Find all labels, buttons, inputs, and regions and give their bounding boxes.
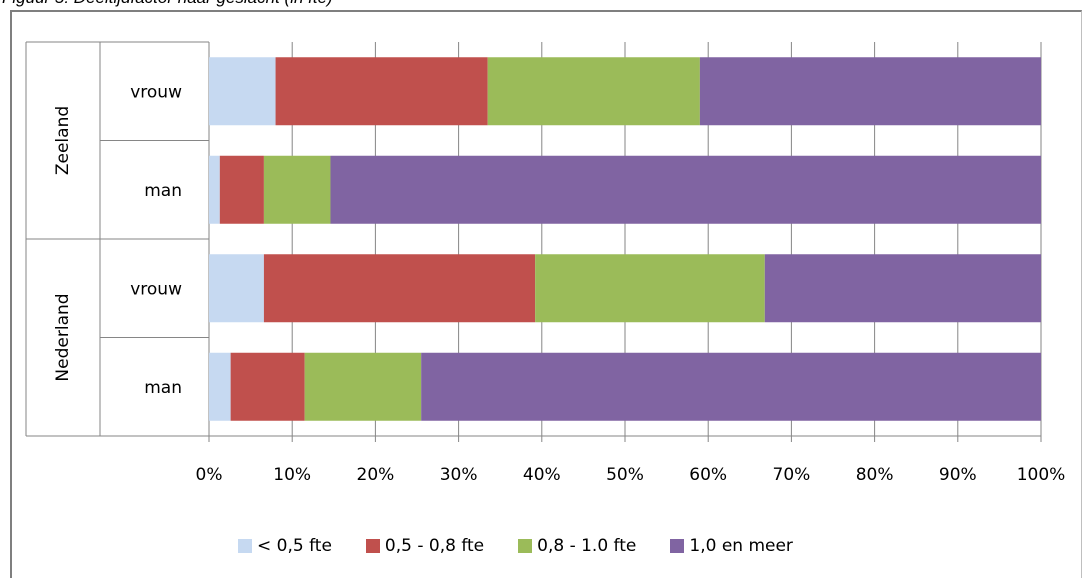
legend-item: 1,0 en meer (670, 536, 793, 556)
bar-segment (263, 254, 536, 323)
bar-segment (209, 57, 276, 126)
legend-swatch (365, 539, 380, 553)
category-label: vrouw (130, 82, 182, 102)
group-label: Nederland (53, 293, 73, 381)
bar-segment (421, 352, 1041, 421)
bar-segment (209, 254, 264, 323)
bar-segment (230, 352, 305, 421)
bar-segment (764, 254, 1041, 323)
legend-swatch (670, 539, 685, 553)
legend-label: 0,8 - 1.0 fte (537, 536, 637, 556)
legend-item: 0,5 - 0,8 fte (365, 536, 485, 556)
bar-segment (209, 155, 220, 224)
legend-swatch (518, 539, 533, 553)
x-tick-label: 0% (196, 465, 223, 485)
bar-segment (209, 352, 231, 421)
legend-item: 0,8 - 1.0 fte (518, 536, 636, 556)
x-tick-label: 20% (357, 465, 395, 485)
legend: < 0,5 fte 0,5 - 0,8 fte 0,8 - 1.0 fte 1,… (238, 536, 793, 556)
bar-segment (535, 254, 765, 323)
x-tick-label: 90% (939, 465, 977, 485)
legend-item: < 0,5 fte (238, 536, 332, 556)
bar-segment (304, 352, 422, 421)
x-tick-label: 40% (523, 465, 561, 485)
group-label: Zeeland (53, 106, 73, 175)
chart-frame (10, 10, 1082, 578)
legend-label: 1,0 en meer (689, 536, 793, 556)
bar-segment (275, 57, 488, 126)
x-tick-label: 10% (273, 465, 311, 485)
bar-segment (330, 155, 1041, 224)
chart-title: Figuur 5: Deeltijdfactor naar geslacht (… (2, 0, 333, 8)
category-label: man (144, 378, 182, 398)
bar-segment (699, 57, 1041, 126)
bar-segment (487, 57, 700, 126)
legend-swatch (238, 539, 252, 553)
category-label: man (144, 181, 182, 201)
x-tick-label: 70% (773, 465, 811, 485)
legend-label: 0,5 - 0,8 fte (384, 536, 485, 556)
legend-label: < 0,5 fte (257, 536, 332, 556)
x-tick-label: 100% (1017, 465, 1066, 485)
bar-segment (263, 155, 331, 224)
x-tick-label: 60% (689, 465, 727, 485)
x-tick-label: 30% (440, 465, 478, 485)
category-label: vrouw (130, 279, 182, 299)
bar-segment (219, 155, 264, 224)
x-tick-label: 50% (606, 465, 644, 485)
x-tick-label: 80% (856, 465, 894, 485)
